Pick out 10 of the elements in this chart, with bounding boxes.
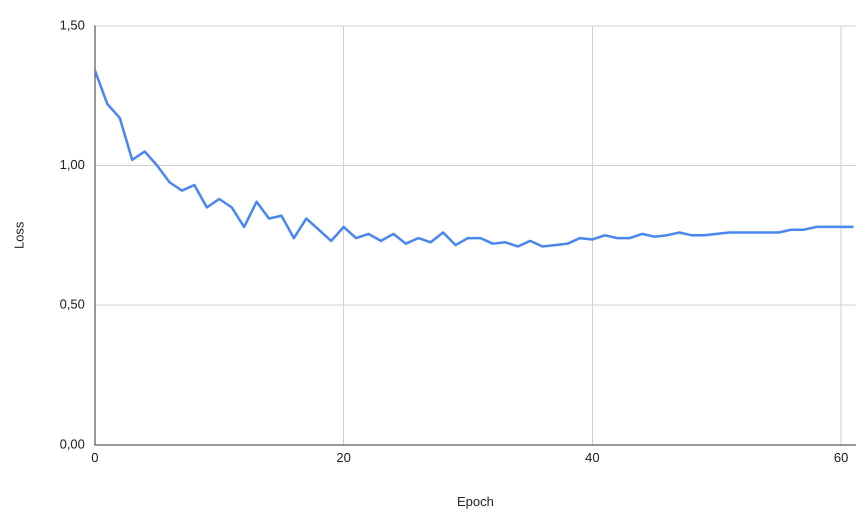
y-tick-label: 1,50 xyxy=(60,17,85,32)
x-axis-title: Epoch xyxy=(457,494,494,509)
y-tick-label: 0,00 xyxy=(60,436,85,452)
y-axis-title: Loss xyxy=(11,221,26,250)
x-tick-label: 20 xyxy=(336,450,351,466)
x-tick-label: 0 xyxy=(91,450,99,466)
y-tick-label: 0,50 xyxy=(60,296,85,312)
x-tick-label: 40 xyxy=(585,450,600,466)
x-tick-label: 60 xyxy=(834,450,848,466)
y-tick-label: 1,00 xyxy=(60,157,85,172)
